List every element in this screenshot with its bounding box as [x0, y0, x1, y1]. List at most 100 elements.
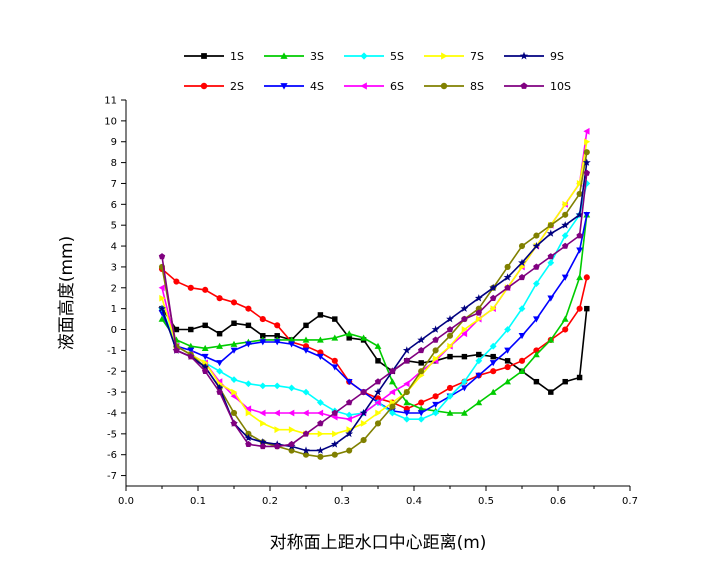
data-point — [288, 409, 295, 417]
y-tick-label: 9 — [111, 137, 117, 148]
data-point — [245, 322, 252, 329]
data-point — [547, 336, 555, 343]
data-point — [330, 440, 339, 448]
x-tick-label: 0.1 — [190, 496, 206, 507]
data-point — [201, 53, 207, 59]
data-point — [446, 332, 454, 339]
data-point — [583, 274, 590, 281]
data-point — [274, 443, 281, 450]
data-point — [576, 305, 583, 312]
data-point — [200, 82, 208, 90]
data-point — [375, 358, 381, 364]
data-point — [288, 336, 295, 343]
data-point — [584, 138, 591, 146]
data-point — [461, 409, 468, 416]
data-point — [461, 315, 468, 322]
data-point — [461, 385, 468, 392]
data-point — [489, 342, 497, 350]
data-point — [345, 330, 353, 337]
data-point — [447, 353, 453, 360]
data-point — [575, 210, 584, 219]
legend-item-6S: 6S — [344, 80, 404, 93]
data-point — [403, 410, 411, 417]
legend-label: 6S — [390, 80, 404, 93]
data-point — [331, 409, 338, 416]
data-point — [302, 446, 310, 454]
data-point — [231, 320, 237, 326]
plot-area: 0.0 0.1 0.2 0.3 0.4 0.5 0.6 0.7 -7 -6 -5 -4 -3 -2 -1 0 1… — [104, 96, 638, 508]
data-point — [231, 388, 238, 396]
x-tick-label: 0.7 — [622, 496, 638, 507]
data-point — [288, 426, 295, 434]
data-point — [582, 158, 591, 166]
data-point — [317, 312, 324, 318]
data-point — [375, 409, 382, 417]
data-point — [562, 378, 568, 385]
data-point — [245, 409, 252, 417]
legend-label: 5S — [390, 50, 404, 63]
data-point — [245, 440, 252, 447]
data-point — [201, 353, 209, 361]
data-point — [576, 190, 583, 197]
data-point — [417, 335, 426, 344]
y-tick-label: -5 — [107, 429, 117, 440]
data-point — [446, 384, 454, 391]
data-point — [187, 347, 195, 354]
data-point — [374, 342, 382, 349]
data-point — [331, 451, 338, 458]
data-point — [273, 339, 281, 346]
x-tick-label: 0.5 — [478, 496, 494, 507]
data-point — [431, 325, 440, 333]
data-point — [302, 409, 309, 417]
data-point — [418, 368, 425, 375]
data-point — [548, 389, 554, 395]
data-point — [360, 52, 368, 60]
data-point — [273, 409, 280, 417]
y-tick-label: 5 — [111, 221, 117, 232]
data-point — [389, 388, 396, 396]
data-point — [403, 389, 410, 396]
data-point — [259, 339, 267, 346]
data-point — [561, 274, 569, 281]
data-point — [389, 378, 396, 385]
data-point — [446, 409, 454, 416]
data-point — [417, 405, 425, 412]
data-point — [317, 430, 324, 438]
data-point — [280, 52, 288, 59]
data-point — [345, 378, 353, 386]
x-tick-label: 0.3 — [334, 496, 350, 507]
data-point — [331, 334, 339, 341]
data-point — [476, 351, 482, 358]
data-point — [474, 294, 483, 302]
y-tick-label: 11 — [104, 96, 117, 107]
data-point — [216, 330, 223, 337]
y-tick-label: 4 — [111, 242, 117, 253]
data-point — [418, 399, 425, 406]
data-point — [489, 360, 497, 367]
series-10S — [158, 169, 590, 450]
data-point — [389, 409, 396, 417]
legend-label: 10S — [550, 80, 571, 93]
data-point — [274, 322, 281, 329]
data-point — [159, 294, 166, 302]
data-point — [288, 384, 295, 392]
data-point — [215, 383, 224, 392]
data-point — [245, 405, 252, 413]
data-point — [576, 180, 583, 187]
data-point — [302, 347, 310, 354]
data-point — [441, 52, 448, 60]
x-tick-label: 0.2 — [262, 496, 278, 507]
data-point — [562, 200, 569, 208]
legend-label: 2S — [230, 80, 244, 93]
data-point — [316, 446, 325, 454]
legend-item-5S: 5S — [344, 50, 404, 63]
data-point — [519, 263, 526, 271]
legend-item-9S: 9S — [504, 50, 564, 63]
data-point — [201, 344, 209, 352]
legend-item-1S: 1S — [184, 50, 244, 63]
data-point — [518, 333, 526, 340]
data-point — [418, 347, 425, 354]
series-7S — [159, 138, 591, 438]
legend-item-7S: 7S — [424, 50, 484, 63]
